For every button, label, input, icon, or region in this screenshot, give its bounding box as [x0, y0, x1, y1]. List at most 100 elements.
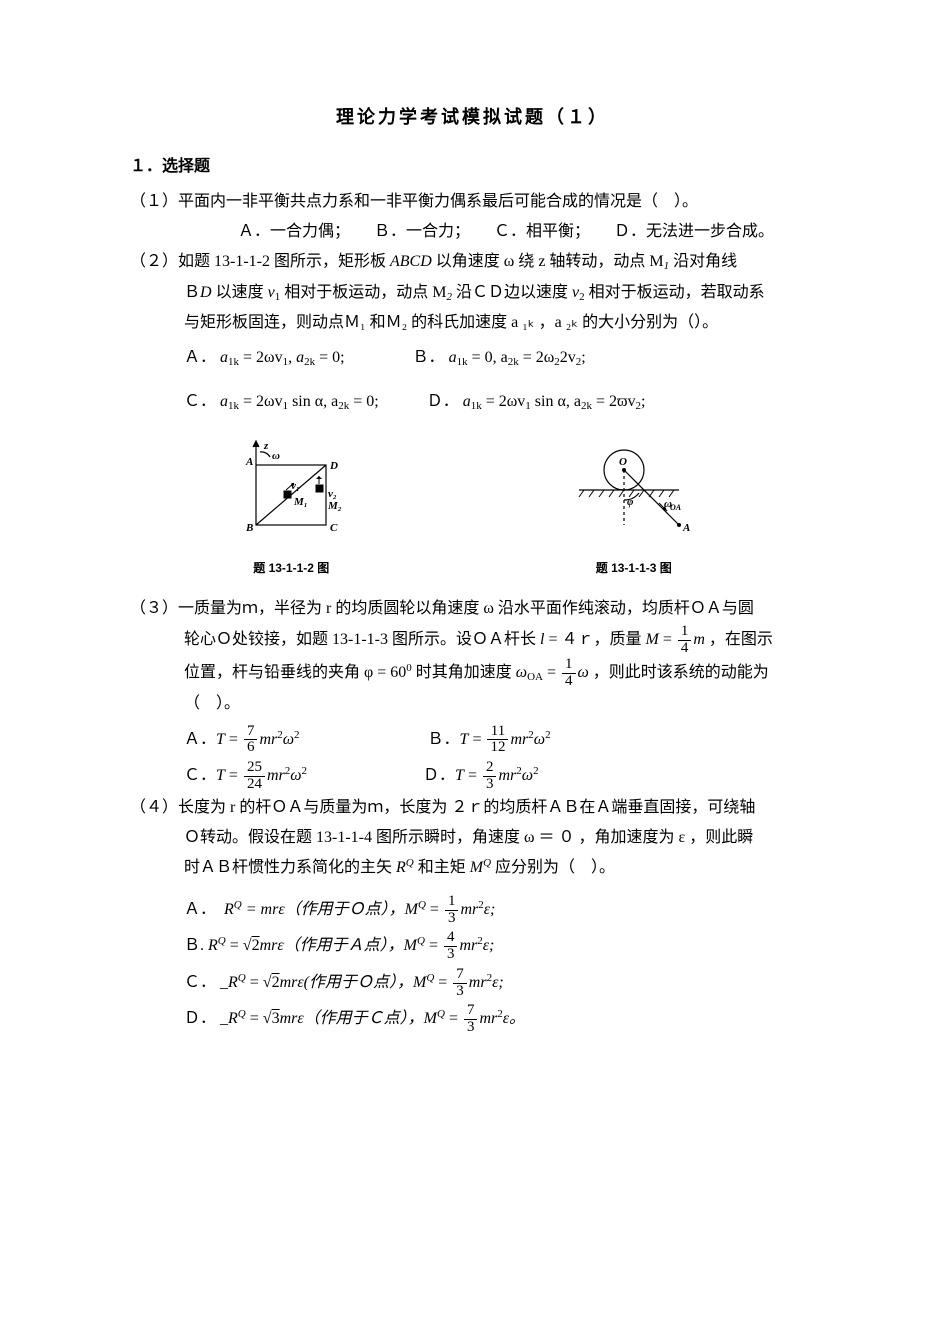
t: R	[228, 1010, 238, 1027]
q2A: Ａ．	[184, 349, 216, 366]
q2-opt-cd: Ｃ． a1k = 2ωv1 sin α, a2k = 0; Ｄ． a1k = 2…	[130, 387, 815, 417]
t: 1	[562, 657, 576, 674]
t: R	[208, 937, 218, 954]
t: =	[468, 731, 485, 748]
t: = 2ωv	[482, 393, 526, 410]
t: ε;	[484, 901, 496, 918]
q4-d: Ｄ． _RQ = √3mrε（作用于Ｃ点），MQ = 73mr2ε。	[130, 1003, 815, 1036]
section-heading: １．选择题	[130, 152, 815, 182]
t: 3	[453, 984, 467, 1000]
D: D	[200, 284, 212, 301]
svg-text:z: z	[263, 440, 269, 452]
q2-line3: 与矩形板固连，则动点Ｍ₁ 和Ｍ₂ 的科氏加速度 a ₁ₖ ，a ₂ₖ 的大小分别…	[130, 308, 815, 338]
svg-text:M₁: M₁	[293, 496, 308, 508]
t: mrε(作用于Ｏ点），	[280, 974, 413, 991]
t: =	[464, 767, 481, 784]
t: Ｃ．	[184, 974, 216, 991]
t: 11	[487, 724, 508, 741]
t: =	[543, 664, 560, 681]
q4-b: Ｂ. RQ = √2mrε（作用于Ａ点），MQ = 43mr2ε;	[130, 930, 815, 963]
svg-text:ω: ω	[272, 450, 280, 462]
f: 76	[244, 724, 258, 757]
t: 2	[294, 729, 300, 741]
t: = 2ϖv	[592, 393, 636, 410]
q2-line1: （２）如题 13-1-1-2 图所示，矩形板 ABCD 以角速度 ω 绕 z 轴…	[130, 247, 815, 277]
svg-text:M₂: M₂	[327, 500, 342, 512]
q4-line2: Ｏ转动。假设在题 13-1-1-4 图所示瞬时，角速度 ω ＝ ０ ，角加速度为…	[130, 823, 815, 853]
q3-line4: （ ）。	[130, 689, 815, 719]
t: Ａ．	[184, 901, 216, 918]
q2D-eq: a1k = 2ωv1 sin α, a2k = 2ϖv2;	[463, 393, 646, 410]
t: =	[225, 731, 242, 748]
t: = 0, a	[468, 349, 508, 366]
q2-l2d: 沿ＣＤ边以速度	[452, 284, 572, 301]
t: a	[463, 393, 471, 410]
svg-text:B: B	[245, 522, 253, 534]
t: Q	[218, 935, 226, 947]
fig2-svg: OA φ ωOA	[559, 445, 709, 545]
t: R	[228, 974, 238, 991]
svg-text:A: A	[682, 522, 690, 534]
t: mr	[267, 767, 285, 784]
t: m	[693, 631, 705, 648]
f: 2524	[244, 760, 265, 793]
t: = 0;	[315, 349, 344, 366]
svg-text:O: O	[619, 456, 627, 468]
t: = 2ωv	[239, 393, 283, 410]
t: M	[405, 901, 418, 918]
fig1-svg: AD BC zω v₁v₂ M₁M₂	[236, 435, 346, 545]
f: 1112	[487, 724, 508, 757]
svg-text:D: D	[329, 460, 338, 472]
t: mr	[469, 974, 487, 991]
t: mr	[498, 767, 516, 784]
q2B: Ｂ．	[413, 349, 445, 366]
t: 1k	[228, 356, 239, 368]
figures-row: AD BC zω v₁v₂ M₁M₂ 题 13-1-1-2 图	[130, 435, 815, 580]
t: =	[659, 631, 676, 648]
t: ，在图示	[705, 631, 773, 648]
t: 24	[244, 777, 265, 793]
t: 3	[444, 947, 458, 963]
q2-l1c: 沿对角线	[669, 253, 737, 270]
t: Q	[234, 899, 242, 911]
t: Ｃ．	[184, 767, 216, 784]
t: =	[425, 937, 442, 954]
t: Q	[437, 1008, 445, 1020]
t: mr	[459, 937, 477, 954]
q3-ab: Ａ．T = 76mr2ω2 Ｂ．T = 1112mr2ω2	[130, 724, 815, 757]
frac: 14	[678, 624, 692, 657]
t: 2	[272, 974, 280, 991]
q2-l2b: 以速度	[212, 284, 268, 301]
svg-text:v₂: v₂	[328, 488, 337, 500]
t: ω	[290, 767, 301, 784]
t: 3	[272, 1010, 280, 1027]
t: ω	[283, 731, 294, 748]
f: 73	[453, 967, 467, 1000]
t: Q	[238, 972, 246, 984]
q2B-eq: a1k = 0, a2k = 2ω22v2;	[449, 349, 586, 366]
f: 13	[445, 894, 459, 927]
t: =	[246, 1010, 263, 1027]
t: Q	[418, 899, 426, 911]
q3-line2: 轮心Ｏ处铰接，如题 13-1-1-3 图所示。设ＯＡ杆长 l = ４ｒ，质量 M…	[130, 624, 815, 657]
t: =	[226, 937, 243, 954]
t: 1	[678, 624, 692, 641]
q2-l2c: 相对于板运动，动点 M	[280, 284, 446, 301]
t: mr	[510, 731, 528, 748]
sqrt: √	[243, 937, 252, 954]
figure-1: AD BC zω v₁v₂ M₁M₂ 题 13-1-1-2 图	[236, 435, 346, 580]
t: 2	[252, 937, 260, 954]
t: 3	[464, 1020, 478, 1036]
t: 1k	[471, 400, 482, 412]
t: M	[645, 631, 658, 648]
q2-line2: ＢD 以速度 v1 相对于板运动，动点 M2 沿ＣＤ边以速度 v2 相对于板运动…	[130, 278, 815, 308]
frac: 14	[562, 657, 576, 690]
t: T	[455, 767, 464, 784]
t: 2	[545, 729, 551, 741]
q1-line1: （１）平面内一非平衡共点力系和一非平衡力偶系最后可能合成的情况是（ ）。	[130, 187, 815, 217]
t: M	[404, 937, 417, 954]
t: a	[220, 349, 228, 366]
t: =	[434, 974, 451, 991]
t: mr	[460, 901, 478, 918]
t: Q	[238, 1008, 246, 1020]
